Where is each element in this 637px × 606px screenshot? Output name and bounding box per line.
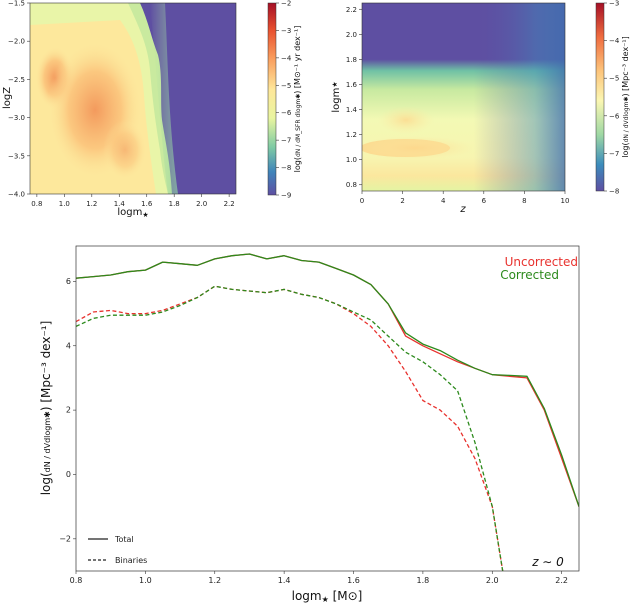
line-chart-x-tick-label: 1.0 [139,576,152,585]
heatmap-2-y-tick-label: 1.2 [346,131,357,139]
colorbar-2-tick-label: −3 [609,0,619,8]
line-chart-x-tick-label: 1.2 [208,576,221,585]
heatmap-1-y-tick-label: −1.5 [8,0,25,8]
heatmap-1-y-ticks: −1.5 −2.0 −2.5 −3.0 −3.5 −4.0 [8,0,30,199]
heatmap-2-x-tick-label: 6 [482,197,487,205]
line-chart-x-ticks: 0.8 1.0 1.2 1.4 1.6 1.8 2.0 2.2 [70,571,568,585]
heatmap-2-x-tick-label: 0 [360,197,364,205]
line-chart-x-label: logm★ [M⊙] [292,589,363,604]
colorbar-2-tick-label: −5 [609,75,619,83]
colorbar-1-tick-label: −3 [281,27,291,35]
heatmap-2-y-ticks: 0.8 1.0 1.2 1.4 1.6 1.8 2.0 2.2 [346,6,362,189]
legend-uncorrected: Uncorrected [505,255,578,269]
line-chart-y-tick-label: 4 [66,341,71,350]
line-chart-y-label: log(dN / dVdlogm✱) [Mpc⁻³ dex⁻¹] [39,321,53,496]
redshift-annotation: z ∼ 0 [531,555,564,569]
line-chart-x-tick-label: 1.8 [417,576,430,585]
legend-total-label: Total [114,535,134,544]
heatmap-1-image [30,3,236,194]
heatmap-2-y-tick-label: 1.6 [346,81,358,89]
heatmap-2-x-ticks: 0 2 4 6 8 10 [360,191,570,205]
heatmap-2-y-tick-label: 1.0 [346,156,357,164]
colorbar-2-tick-label: −4 [609,37,620,45]
heatmap-2-image [362,3,565,191]
heatmap-panel-logz: 0.8 1.0 1.2 1.4 1.6 1.8 2.0 2.2 −1.5 −2.0 −2.5 −3.… [2,0,237,219]
line-chart-y-ticks: 6 4 2 0 −2 [59,277,76,543]
legend-styles: Total Binaries [88,535,147,565]
colorbar-1-tick-label: −6 [281,109,292,117]
heatmap-1-y-tick-label: −3.0 [8,114,25,122]
heatmap-2-y-tick-label: 1.4 [346,106,358,114]
heatmap-1-y-label: logZ [2,87,13,109]
heatmap-1-x-tick-label: 0.8 [31,200,42,208]
legend-corrected: Corrected [500,268,559,282]
colorbar-1-label: log(dN / dM_SFR dlogm✱) [M⊙⁻¹ yr dex⁻¹] [293,26,302,173]
series-uncorrected-binaries [76,285,504,571]
svg-text:log(dN / dVdlogm✱) [Mpc⁻³ dex⁻: log(dN / dVdlogm✱) [Mpc⁻³ dex⁻¹] [39,321,53,496]
heatmap-1-x-label: logm★ [117,207,148,219]
line-chart-y-tick-label: −2 [59,534,71,543]
heatmap-2-x-label: z [459,204,466,215]
series-corrected-total [76,253,579,507]
heatmap-1-x-tick-label: 1.8 [169,200,180,208]
line-chart-y-tick-label: 2 [66,406,71,415]
heatmap-1-x-ticks: 0.8 1.0 1.2 1.4 1.6 1.8 2.0 2.2 [31,194,235,208]
svg-text:log(dN / dVdlogm✱) [Mpc⁻³ dex⁻: log(dN / dVdlogm✱) [Mpc⁻³ dex⁻¹] [621,36,630,158]
heatmap-2-y-tick-label: 0.8 [346,181,357,189]
heatmap-2-x-tick-label: 2 [400,197,404,205]
colorbar-2-tick-label: −7 [609,150,619,158]
colorbar-1: −2 −3 −4 −5 −6 −7 −8 −9 log(dN / dM_SFR dlogm✱)… [267,0,302,200]
heatmap-1-x-tick-label: 1.0 [59,200,70,208]
heatmap-1-y-tick-label: −2.5 [8,76,25,84]
colorbar-1-ticks: −2 −3 −4 −5 −6 −7 −8 −9 [276,0,292,200]
heatmap-2-y-tick-label: 1.8 [346,56,357,64]
heatmap-2-y-tick-label: 2.0 [346,31,357,39]
line-chart-panel: 0.8 1.0 1.2 1.4 1.6 1.8 2.0 2.2 6 4 2 0 −2 Uncorrec… [39,245,580,604]
line-series-group [76,253,579,571]
series-corrected-binaries [76,285,504,571]
heatmap-2-x-tick-label: 8 [522,197,526,205]
colorbar-2-tick-label: −6 [609,112,620,120]
line-chart-y-tick-label: 6 [66,277,71,286]
line-chart-y-tick-label: 0 [66,470,71,479]
heatmap-1-y-tick-label: −2.0 [8,38,25,46]
heatmap-1-x-tick-label: 1.6 [141,200,153,208]
heatmap-panel-logm-z: 0 2 4 6 8 10 0.8 1.0 1.2 1.4 1.6 1.8 2.0 2.2 z logm★ [331,2,570,215]
line-chart-x-tick-label: 2.0 [486,576,499,585]
colorbar-2-ticks: −3 −4 −5 −6 −7 −8 [604,0,620,196]
heatmap-2-y-label: logm★ [331,81,342,112]
colorbar-1-tick-label: −4 [281,54,292,62]
heatmap-1-x-tick-label: 2.2 [224,200,235,208]
colorbar-1-tick-label: −5 [281,82,291,90]
colorbar-1-tick-label: −2 [281,0,291,8]
line-chart-x-tick-label: 1.6 [347,576,360,585]
colorbar-2: −3 −4 −5 −6 −7 −8 log(dN / dVdlogm✱) [Mpc⁻³ d… [595,0,630,196]
colorbar-1-tick-label: −9 [281,192,291,200]
line-chart-x-tick-label: 0.8 [70,576,83,585]
legend-binaries-label: Binaries [115,556,147,565]
colorbar-2-tick-label: −8 [609,188,619,196]
heatmap-1-y-tick-label: −4.0 [8,191,25,199]
svg-text:log(dN / dM_SFR dlogm✱) [M⊙⁻¹: log(dN / dM_SFR dlogm✱) [M⊙⁻¹ yr dex⁻¹] [293,26,302,173]
heatmap-1-x-tick-label: 1.4 [114,200,126,208]
colorbar-1-tick-label: −8 [281,164,291,172]
heatmap-1-x-tick-label: 2.0 [196,200,207,208]
colorbar-1-tick-label: −7 [281,137,291,145]
heatmap-1-y-tick-label: −3.5 [8,152,25,160]
series-uncorrected-total [76,253,579,507]
line-chart-x-tick-label: 2.2 [555,576,568,585]
heatmap-2-x-tick-label: 4 [441,197,446,205]
heatmap-2-x-tick-label: 10 [561,197,570,205]
line-chart-x-tick-label: 1.4 [278,576,291,585]
heatmap-1-x-tick-label: 1.2 [86,200,97,208]
colorbar-2-label: log(dN / dVdlogm✱) [Mpc⁻³ dex⁻¹] [621,36,630,158]
heatmap-2-y-tick-label: 2.2 [346,6,357,14]
